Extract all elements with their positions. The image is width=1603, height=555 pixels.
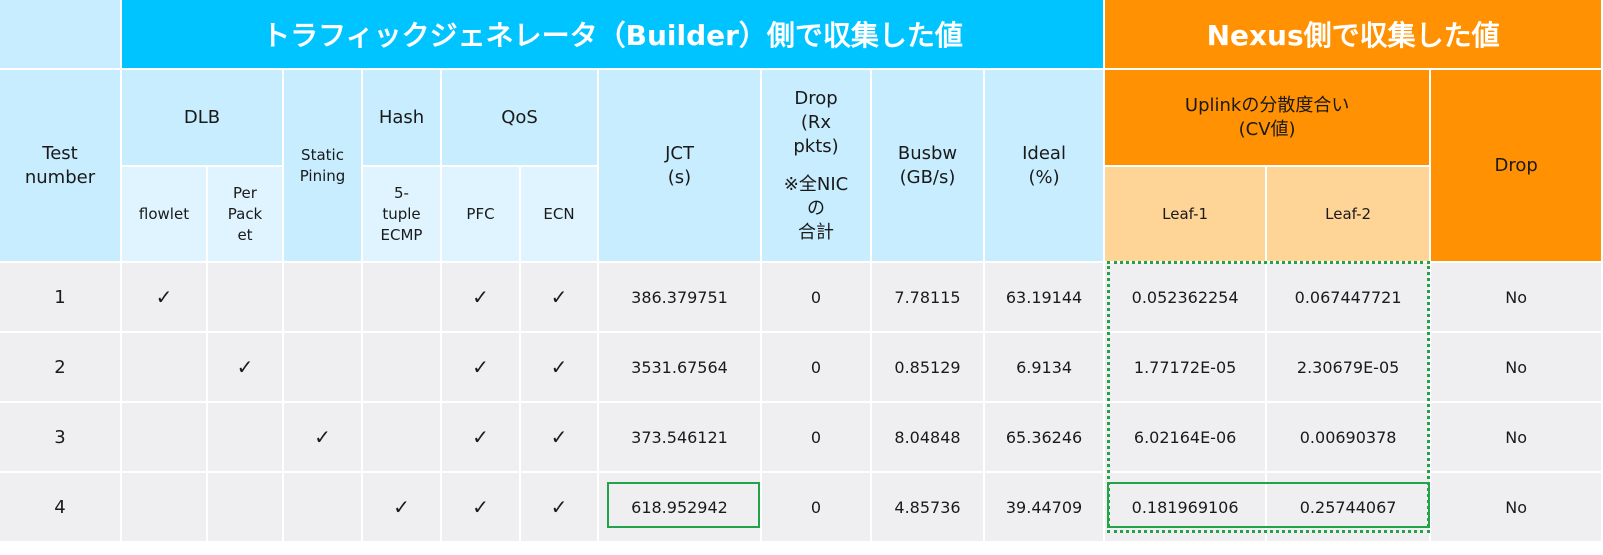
cell-test-number: 2 (0, 333, 122, 403)
corner-blank-cell (0, 0, 122, 70)
cell-flowlet (122, 473, 208, 543)
cell-drop: No (1431, 403, 1603, 473)
header-ideal: Ideal (%) (985, 70, 1106, 263)
cell-drop-rx: 0 (762, 333, 872, 403)
cell-leaf-2: 2.30679E-05 (1267, 333, 1432, 403)
table-row: 4 ✓ ✓ ✓ 618.952942 0 4.85736 39.44709 0.… (0, 473, 1603, 543)
cell-flowlet (122, 333, 208, 403)
header-test-number: Test number (0, 70, 122, 263)
cell-ecn: ✓ (521, 473, 599, 543)
cell-test-number: 4 (0, 473, 122, 543)
cell-drop-rx: 0 (762, 473, 872, 543)
cell-pfc: ✓ (442, 473, 521, 543)
table-row: 3 ✓ ✓ ✓ 373.546121 0 8.04848 65.36246 6.… (0, 403, 1603, 473)
cell-leaf-1: 1.77172E-05 (1105, 333, 1268, 403)
cell-ideal: 6.9134 (985, 333, 1106, 403)
header-busbw: Busbw (GB/s) (872, 70, 985, 263)
cell-test-number: 3 (0, 403, 122, 473)
header-ecn: ECN (521, 167, 599, 263)
cell-static-pining (284, 333, 363, 403)
header-pfc: PFC (442, 167, 521, 263)
cell-static-pining (284, 473, 363, 543)
cell-pfc: ✓ (442, 263, 521, 333)
cell-flowlet (122, 403, 208, 473)
cell-jct: 386.379751 (599, 263, 762, 333)
cell-leaf-1: 0.052362254 (1105, 263, 1268, 333)
cell-5-tuple-ecmp (363, 263, 442, 333)
cell-jct: 3531.67564 (599, 333, 762, 403)
cell-ideal: 63.19144 (985, 263, 1106, 333)
header-uplink-cv: Uplinkの分散度合い (CV値) (1105, 70, 1432, 167)
cell-leaf-1: 0.181969106 (1105, 473, 1268, 543)
cell-drop: No (1431, 263, 1603, 333)
results-table: トラフィックジェネレータ（Builder）側で収集した値 Nexus側で収集した… (0, 0, 1603, 543)
cell-static-pining: ✓ (284, 403, 363, 473)
cell-pfc: ✓ (442, 403, 521, 473)
cell-drop-rx: 0 (762, 263, 872, 333)
cell-leaf-2: 0.00690378 (1267, 403, 1432, 473)
cell-drop: No (1431, 333, 1603, 403)
cell-ecn: ✓ (521, 403, 599, 473)
builder-group-header: トラフィックジェネレータ（Builder）側で収集した値 (122, 0, 1106, 70)
cell-ecn: ✓ (521, 333, 599, 403)
cell-jct: 373.546121 (599, 403, 762, 473)
header-static-pining: Static Pining (284, 70, 363, 263)
table-row: 2 ✓ ✓ ✓ 3531.67564 0 0.85129 6.9134 1.77… (0, 333, 1603, 403)
header-5-tuple-ecmp: 5- tuple ECMP (363, 167, 442, 263)
cell-pfc: ✓ (442, 333, 521, 403)
cell-test-number: 1 (0, 263, 122, 333)
cell-busbw: 0.85129 (872, 333, 985, 403)
header-drop-rx: Drop (Rx pkts) ※全NIC の 合計 (762, 70, 872, 263)
header-leaf-2: Leaf-2 (1267, 167, 1432, 263)
cell-leaf-1: 6.02164E-06 (1105, 403, 1268, 473)
cell-busbw: 4.85736 (872, 473, 985, 543)
cell-leaf-2: 0.25744067 (1267, 473, 1432, 543)
cell-ideal: 65.36246 (985, 403, 1106, 473)
header-leaf-1: Leaf-1 (1105, 167, 1268, 263)
cell-per-packet (208, 473, 284, 543)
header-flowlet: flowlet (122, 167, 208, 263)
header-jct: JCT (s) (599, 70, 762, 263)
cell-per-packet (208, 403, 284, 473)
header-qos: QoS (442, 70, 599, 167)
cell-static-pining (284, 263, 363, 333)
drop-note: ※全NIC (783, 173, 849, 195)
cell-per-packet: ✓ (208, 333, 284, 403)
cell-drop-rx: 0 (762, 403, 872, 473)
table-row: 1 ✓ ✓ ✓ 386.379751 0 7.78115 63.19144 0.… (0, 263, 1603, 333)
cell-busbw: 8.04848 (872, 403, 985, 473)
cell-5-tuple-ecmp (363, 333, 442, 403)
header-drop: Drop (1431, 70, 1603, 263)
header-dlb: DLB (122, 70, 284, 167)
cell-per-packet (208, 263, 284, 333)
cell-5-tuple-ecmp (363, 403, 442, 473)
cell-drop: No (1431, 473, 1603, 543)
cell-leaf-2: 0.067447721 (1267, 263, 1432, 333)
cell-ideal: 39.44709 (985, 473, 1106, 543)
cell-jct: 618.952942 (599, 473, 762, 543)
header-hash: Hash (363, 70, 442, 167)
nexus-group-header: Nexus側で収集した値 (1105, 0, 1603, 70)
cell-busbw: 7.78115 (872, 263, 985, 333)
cell-5-tuple-ecmp: ✓ (363, 473, 442, 543)
cell-ecn: ✓ (521, 263, 599, 333)
header-per-packet: Per Pack et (208, 167, 284, 263)
cell-flowlet: ✓ (122, 263, 208, 333)
